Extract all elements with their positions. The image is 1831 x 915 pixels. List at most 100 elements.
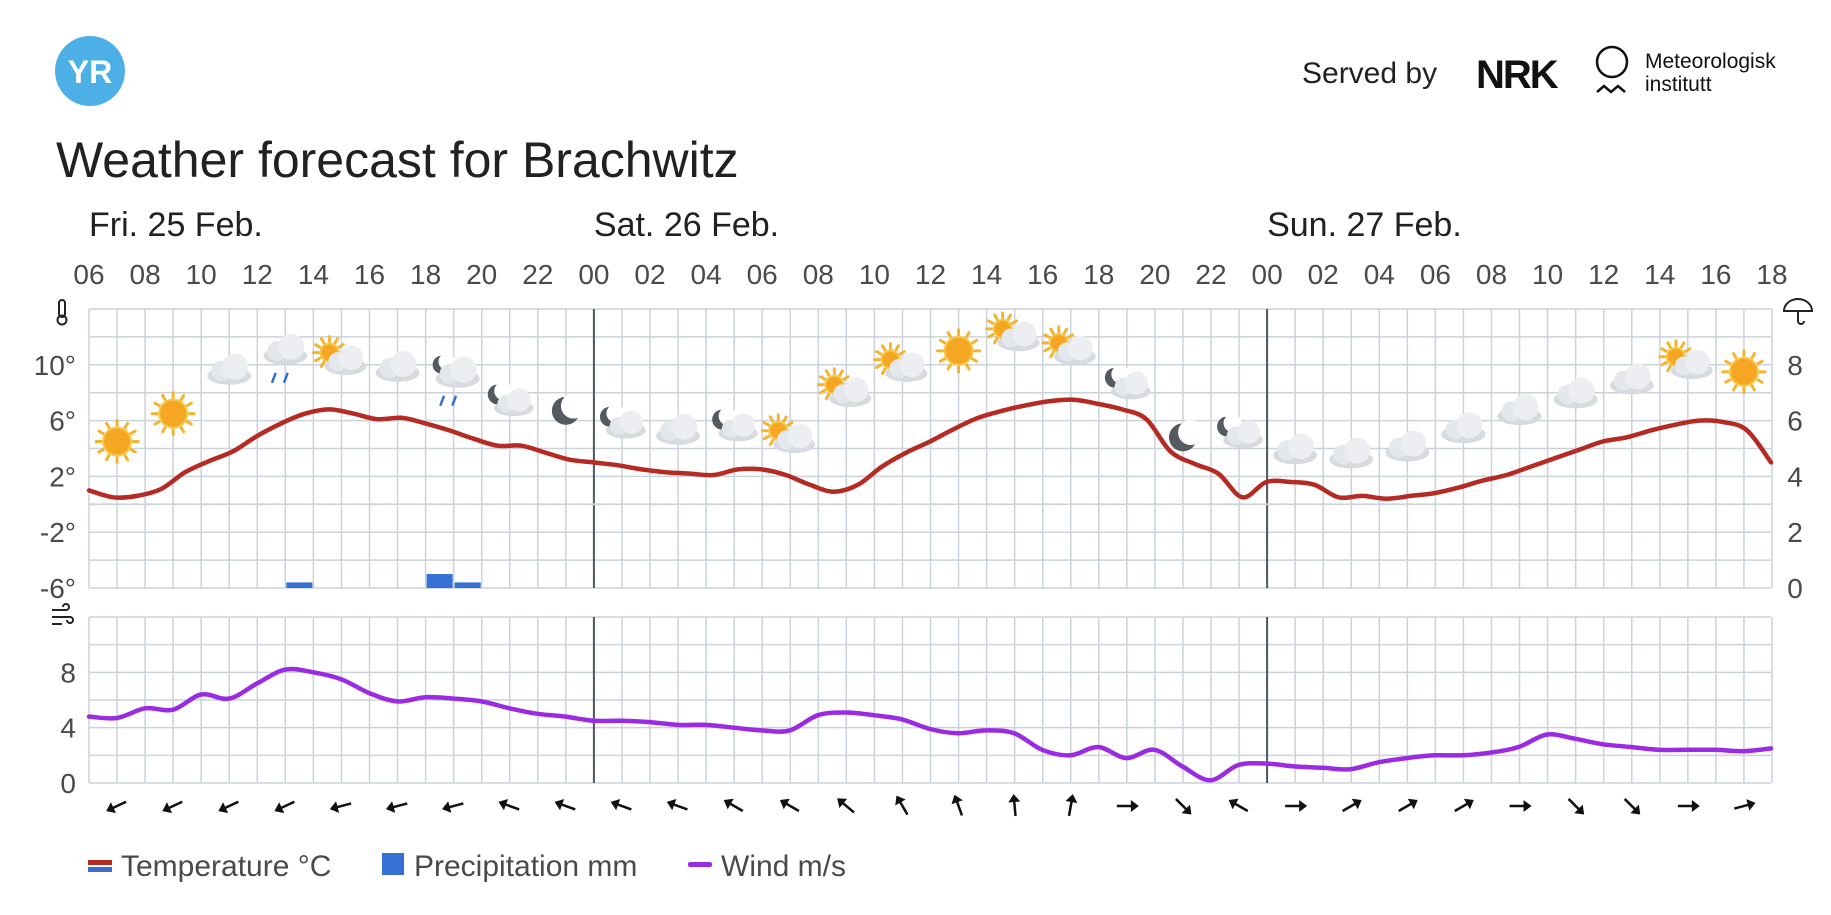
wind-arrow-icon bbox=[837, 798, 855, 814]
met-logo-line1: Meteorologisk bbox=[1645, 50, 1776, 73]
sun-disc bbox=[1728, 356, 1759, 387]
sun-ray bbox=[946, 363, 953, 371]
partly-cloudy-day-icon bbox=[1041, 325, 1096, 366]
sun-ray bbox=[153, 420, 161, 426]
cloud-icon bbox=[1497, 394, 1542, 426]
partly-cloudy-night-icon bbox=[1104, 365, 1151, 400]
sun-ray bbox=[1750, 384, 1756, 392]
sun-ray bbox=[97, 448, 105, 454]
hour-tick-label: 12 bbox=[1588, 259, 1619, 290]
sun-ray bbox=[1683, 347, 1692, 353]
sun-ray bbox=[1724, 359, 1732, 366]
cloud-icon bbox=[207, 353, 252, 385]
wind-arrow-icon bbox=[1228, 798, 1249, 813]
cloud-icon bbox=[656, 413, 701, 445]
wind-arrow-head bbox=[951, 794, 963, 805]
sun-ray bbox=[1049, 327, 1055, 335]
cloud-icon bbox=[1609, 363, 1654, 395]
hour-tick-label: 16 bbox=[1700, 259, 1731, 290]
hour-tick-label: 20 bbox=[466, 259, 497, 290]
sun-ray bbox=[1043, 346, 1051, 353]
wind-arrow-head bbox=[1523, 800, 1532, 812]
hour-ticks: 06 08 10 12 14 16 18 20 22 00 02 04 06 08 10 12 14 16 18 20… bbox=[73, 259, 1787, 290]
wind-y-axis: 8 4 0 bbox=[60, 657, 76, 799]
wind-arrow-icon bbox=[1065, 794, 1078, 817]
cloud-puff bbox=[843, 377, 869, 403]
legend-item-temperature[interactable]: Temperature °C bbox=[88, 850, 331, 883]
sun-icon bbox=[1721, 349, 1767, 395]
cloud-puff bbox=[507, 388, 531, 412]
wind-arrow-icon bbox=[1567, 798, 1585, 815]
wind-arrow-icon bbox=[779, 798, 800, 813]
yr-logo[interactable]: YR bbox=[55, 36, 125, 106]
temperature-line bbox=[86, 397, 1774, 501]
partly-cloudy-night-icon bbox=[487, 381, 534, 417]
wind-arrow-head bbox=[1228, 798, 1239, 810]
wind-arrow-icon bbox=[162, 800, 183, 814]
moon-icon bbox=[1168, 419, 1204, 452]
wind-arrow-icon bbox=[442, 801, 464, 813]
wind-arrow-icon bbox=[1174, 798, 1192, 815]
sun-ray bbox=[179, 393, 186, 402]
wind-arrow-icon bbox=[218, 800, 239, 814]
wind-arrow-icon bbox=[666, 798, 688, 811]
wind-arrow-head bbox=[610, 798, 621, 811]
weather-symbols bbox=[94, 311, 1767, 469]
sun-ray bbox=[970, 357, 979, 363]
legend-item-wind[interactable]: Wind m/s bbox=[688, 850, 846, 883]
legend-item-precipitation[interactable]: Precipitation mm bbox=[382, 850, 637, 883]
wind-grid bbox=[88, 616, 1773, 784]
temperature-tick-label: 6° bbox=[49, 406, 76, 437]
sun-ray bbox=[1750, 352, 1756, 360]
sun-ray bbox=[129, 429, 137, 436]
cloud-puff bbox=[671, 413, 698, 440]
sun-ray bbox=[838, 369, 844, 377]
hour-tick-label: 22 bbox=[522, 259, 553, 290]
precipitation-tick-label: 6 bbox=[1787, 406, 1803, 437]
cloud-puff bbox=[338, 345, 364, 371]
wind-arrow-icon bbox=[385, 801, 408, 813]
wind-arrow-head bbox=[1407, 798, 1418, 810]
wind-arrow-icon bbox=[1677, 800, 1700, 812]
wind-tick-label: 4 bbox=[60, 713, 76, 744]
day-label: Sun. 27 Feb. bbox=[1267, 206, 1462, 244]
sun-ray bbox=[1043, 333, 1051, 339]
wind-arrow-head bbox=[385, 801, 396, 813]
precipitation-tick-label: 4 bbox=[1787, 461, 1803, 492]
sun-ray bbox=[762, 434, 771, 441]
wind-arrow-head bbox=[1065, 794, 1078, 804]
nrk-logo[interactable]: NRK bbox=[1476, 53, 1561, 97]
hour-tick-label: 08 bbox=[1476, 259, 1507, 290]
cloud-puff bbox=[222, 353, 249, 380]
hour-tick-label: 10 bbox=[186, 259, 217, 290]
sun-ray bbox=[965, 331, 971, 339]
sun-ray bbox=[762, 421, 771, 427]
wind-arrow-icon bbox=[1733, 799, 1756, 811]
sun-icon bbox=[94, 419, 140, 465]
cloud-puff bbox=[899, 352, 925, 378]
precipitation-tick-label: 2 bbox=[1787, 517, 1803, 548]
met-logo-wave-icon bbox=[1596, 84, 1626, 94]
day-label: Sat. 26 Feb. bbox=[594, 206, 779, 244]
met-logo[interactable]: Meteorologisk institutt bbox=[1595, 45, 1776, 96]
sun-ray bbox=[337, 343, 345, 349]
hour-tick-label: 18 bbox=[1756, 259, 1787, 290]
sun-icon bbox=[150, 391, 196, 437]
sun-ray bbox=[993, 313, 999, 321]
partly-cloudy-night-icon bbox=[1217, 414, 1263, 449]
sun-ray bbox=[1010, 319, 1019, 325]
thermometer-icon bbox=[56, 299, 68, 326]
sun-ray bbox=[970, 338, 979, 345]
cloud-puff bbox=[619, 410, 644, 434]
sun-ray bbox=[1062, 327, 1069, 335]
wind-arrow-icon bbox=[106, 800, 127, 814]
cloud-puff bbox=[390, 350, 417, 377]
sun-ray bbox=[105, 421, 111, 430]
legend-swatch-precipitation bbox=[382, 853, 404, 875]
sun-ray bbox=[768, 415, 775, 423]
wind-arrow-icon bbox=[554, 798, 576, 811]
sun-ray bbox=[1049, 350, 1055, 359]
cloud-icon bbox=[1273, 433, 1318, 465]
sun-ray bbox=[1756, 378, 1764, 384]
sun-ray bbox=[818, 375, 827, 381]
